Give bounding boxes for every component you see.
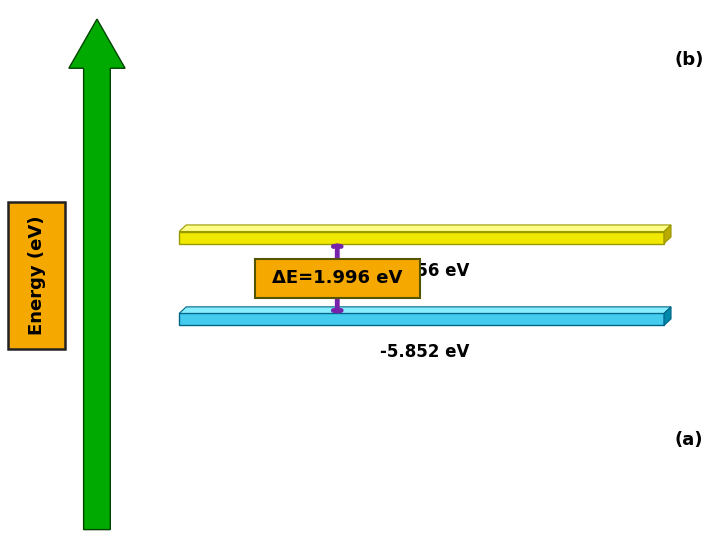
Text: (a): (a): [674, 431, 703, 448]
Polygon shape: [69, 19, 125, 530]
Text: -5.852 eV: -5.852 eV: [381, 343, 470, 361]
Text: -3.856 eV: -3.856 eV: [381, 262, 470, 280]
Text: (b): (b): [674, 51, 704, 69]
Polygon shape: [179, 307, 671, 313]
Polygon shape: [664, 307, 671, 325]
Polygon shape: [179, 225, 671, 232]
Polygon shape: [664, 225, 671, 244]
Text: ΔE=1.996 eV: ΔE=1.996 eV: [272, 270, 403, 287]
Bar: [179, 232, 664, 244]
Text: Energy (eV): Energy (eV): [28, 216, 45, 335]
Bar: [126, 349, 667, 535]
FancyBboxPatch shape: [255, 259, 420, 298]
Bar: [179, 313, 664, 325]
Bar: [126, 19, 667, 205]
FancyBboxPatch shape: [9, 202, 65, 349]
